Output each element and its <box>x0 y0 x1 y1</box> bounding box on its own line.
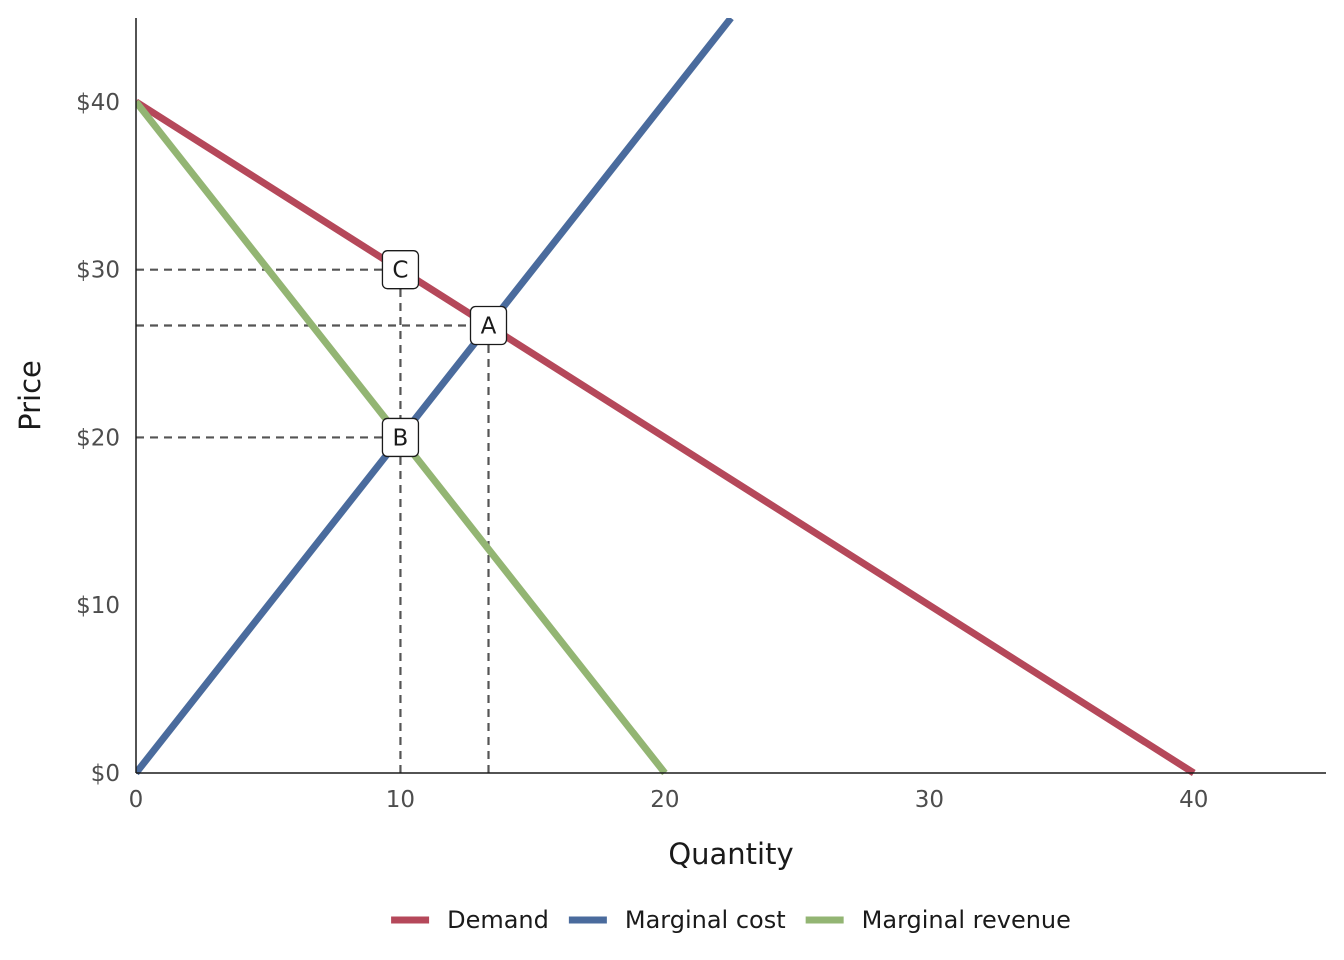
legend-label: Marginal revenue <box>862 906 1071 934</box>
x-axis-title: Quantity <box>668 837 793 871</box>
series-lines <box>136 18 1196 776</box>
y-tick-label: $10 <box>76 593 120 619</box>
legend-label: Demand <box>447 906 549 934</box>
legend-item-marginal-cost: Marginal cost <box>568 906 786 934</box>
annotation-a: A <box>469 305 508 346</box>
annotation-label: C <box>392 258 408 284</box>
y-tick-label: $0 <box>91 761 120 787</box>
annotation-label: B <box>393 425 409 451</box>
annotation-box <box>469 305 508 346</box>
guide-lines <box>136 268 490 773</box>
legend: Demand Marginal cost Marginal revenue <box>391 906 1071 934</box>
y-tick-label: $20 <box>76 425 120 451</box>
y-tick-label: $40 <box>76 90 120 116</box>
annotation-b: B <box>381 417 420 458</box>
x-tick-label: 40 <box>1179 787 1208 813</box>
y-axis-title: Price <box>13 360 47 431</box>
x-tick-label: 10 <box>386 787 415 813</box>
annotation-box <box>381 417 420 458</box>
x-tick-label: 0 <box>129 787 144 813</box>
series-line-marginal-cost <box>136 18 734 776</box>
annotation-c: C <box>381 250 420 290</box>
annotation-label: A <box>481 314 497 340</box>
x-tick-label: 30 <box>915 787 944 813</box>
legend-label: Marginal cost <box>625 906 786 934</box>
annotation-box <box>381 250 420 290</box>
x-tick-labels: 0 10 20 30 40 <box>129 787 1209 813</box>
point-annotations: C A B <box>381 250 508 458</box>
y-tick-labels: $0 $10 $20 $30 $40 <box>76 90 120 787</box>
axes <box>135 18 1326 774</box>
legend-item-demand: Demand <box>391 906 549 934</box>
series-line-demand <box>136 98 1196 776</box>
legend-item-marginal-revenue: Marginal revenue <box>805 906 1071 934</box>
y-tick-label: $30 <box>76 258 120 284</box>
x-tick-label: 20 <box>650 787 679 813</box>
